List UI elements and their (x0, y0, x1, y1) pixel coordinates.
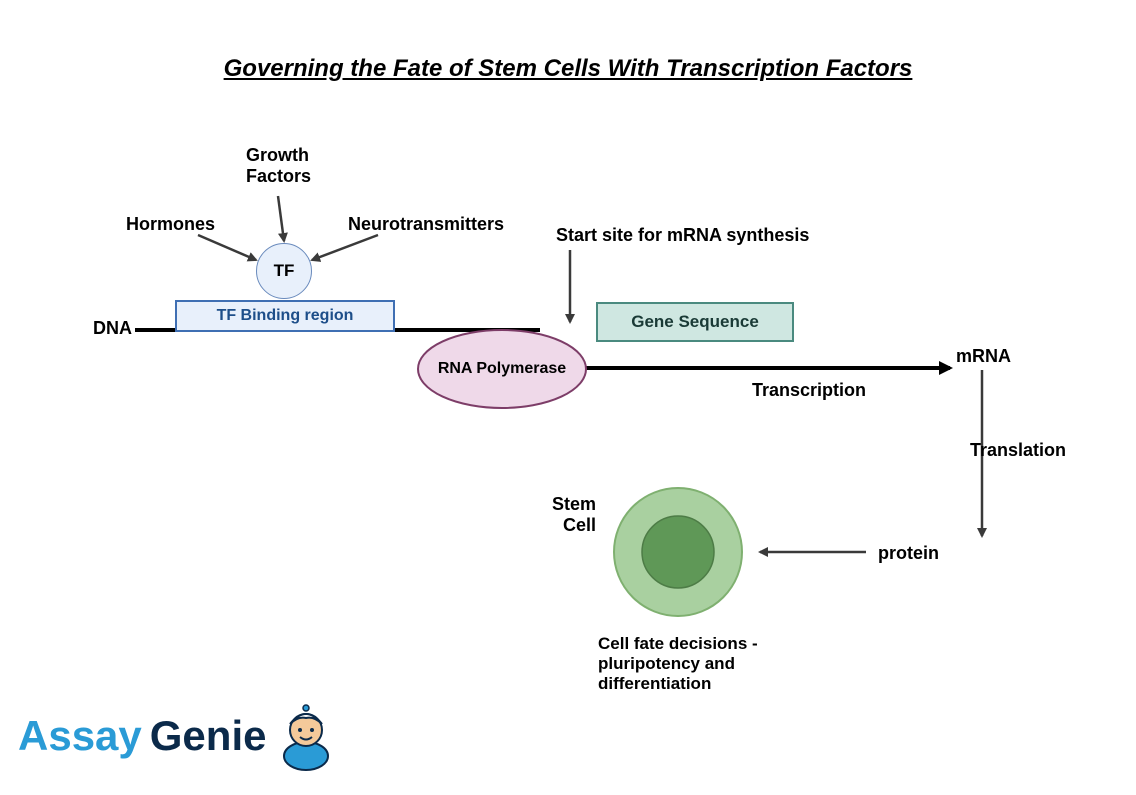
label-growth-factors: Growth Factors (246, 145, 311, 187)
label-mrna: mRNA (956, 346, 1011, 367)
stem-cell-outer (614, 488, 742, 616)
assay-genie-logo: AssayGenie (18, 700, 338, 772)
tf-binding-label: TF Binding region (217, 307, 354, 325)
label-translation: Translation (970, 440, 1066, 461)
label-neurotransmitters: Neurotransmitters (348, 214, 504, 235)
diagram-title: Governing the Fate of Stem Cells With Tr… (0, 55, 1136, 83)
genie-icon (274, 700, 338, 772)
logo-genie-text: Genie (150, 712, 267, 760)
gene-sequence-box: Gene Sequence (596, 302, 794, 342)
tf-binding-region-box: TF Binding region (175, 300, 395, 332)
label-hormones: Hormones (126, 214, 215, 235)
rna-polymerase-label: RNA Polymerase (418, 330, 586, 408)
tf-label: TF (274, 261, 295, 281)
label-start-site: Start site for mRNA synthesis (556, 225, 809, 246)
rna-polymerase-text: RNA Polymerase (438, 359, 566, 378)
label-stem-cell: Stem Cell (552, 494, 596, 536)
label-transcription: Transcription (752, 380, 866, 401)
tf-circle: TF (256, 243, 312, 299)
label-protein: protein (878, 543, 939, 564)
arrow-hormones-to-tf (198, 235, 256, 260)
label-cell-fate: Cell fate decisions - pluripotency and d… (598, 634, 758, 694)
arrow-neuro-to-tf (312, 235, 378, 260)
label-dna: DNA (93, 318, 132, 339)
arrow-growth-to-tf (278, 196, 284, 241)
stem-cell-inner (642, 516, 714, 588)
logo-assay-text: Assay (18, 712, 142, 760)
gene-sequence-label: Gene Sequence (631, 312, 759, 332)
